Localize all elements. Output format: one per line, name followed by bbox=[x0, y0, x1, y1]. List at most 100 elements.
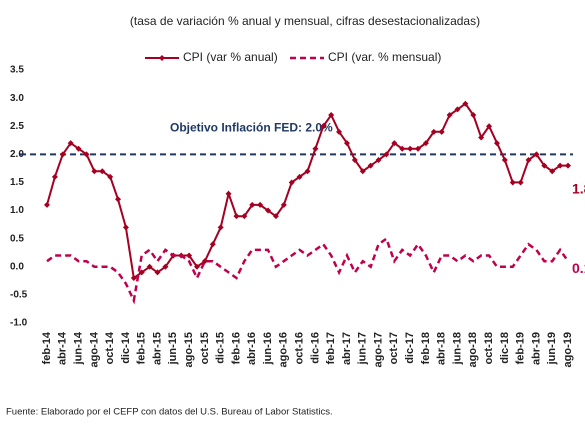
marker bbox=[288, 179, 295, 186]
series-line bbox=[46, 236, 570, 305]
x-tick-label: oct-18 bbox=[483, 332, 495, 364]
x-tick-label: dic-17 bbox=[404, 332, 416, 364]
legend-marker bbox=[159, 55, 165, 61]
x-tick-label: jun-16 bbox=[262, 332, 274, 365]
marker bbox=[375, 156, 382, 163]
marker bbox=[99, 168, 106, 175]
marker bbox=[304, 168, 311, 175]
marker bbox=[130, 275, 137, 282]
y-tick-label: 2.5 bbox=[10, 121, 24, 132]
marker bbox=[272, 213, 279, 220]
x-tick-label: ago-18 bbox=[467, 332, 479, 367]
marker bbox=[83, 151, 90, 158]
x-tick-label: oct-14 bbox=[104, 331, 116, 364]
marker bbox=[517, 179, 524, 186]
marker bbox=[470, 111, 477, 118]
y-tick-label: -0.5 bbox=[10, 290, 28, 301]
y-tick-label: 0.0 bbox=[10, 261, 24, 272]
marker bbox=[201, 258, 208, 265]
marker bbox=[478, 134, 485, 141]
marker bbox=[225, 190, 232, 197]
marker bbox=[312, 145, 319, 152]
x-tick-label: abr-15 bbox=[151, 332, 163, 365]
marker bbox=[107, 173, 114, 180]
marker bbox=[233, 213, 240, 220]
x-tick-label: abr-16 bbox=[246, 332, 258, 365]
y-tick-label: 1.5 bbox=[10, 177, 24, 188]
marker bbox=[67, 140, 74, 147]
marker bbox=[209, 241, 216, 248]
marker bbox=[44, 201, 50, 208]
x-tick-label: abr-19 bbox=[530, 332, 542, 365]
chart-title: (tasa de variación % anual y mensual, ci… bbox=[130, 14, 480, 28]
marker bbox=[415, 145, 422, 152]
end-label: 1.8 bbox=[572, 180, 585, 196]
marker bbox=[541, 162, 548, 169]
x-tick-label: jun-15 bbox=[167, 332, 179, 365]
marker bbox=[343, 140, 350, 147]
x-tick-label: dic-14 bbox=[120, 331, 132, 364]
marker bbox=[391, 140, 398, 147]
marker bbox=[217, 224, 224, 231]
marker bbox=[186, 252, 193, 259]
x-tick-label: jun-14 bbox=[72, 331, 84, 365]
x-tick-label: ago-19 bbox=[562, 332, 574, 367]
x-tick-label: abr-18 bbox=[436, 332, 448, 365]
x-tick-label: ago-14 bbox=[88, 331, 100, 367]
marker bbox=[486, 123, 493, 130]
marker bbox=[462, 100, 469, 107]
y-tick-label: 1.0 bbox=[10, 205, 24, 216]
marker bbox=[399, 145, 406, 152]
source-note: Fuente: Elaborado por el CEFP con datos … bbox=[6, 407, 333, 418]
x-tick-label: oct-15 bbox=[199, 332, 211, 364]
y-tick-label: 3.0 bbox=[10, 93, 24, 104]
marker bbox=[367, 162, 374, 169]
x-tick-label: jun-19 bbox=[546, 332, 558, 365]
legend-label: CPI (var % anual) bbox=[183, 50, 278, 64]
marker bbox=[193, 263, 200, 270]
target-label: Objetivo Inflación FED: 2.0% bbox=[170, 121, 333, 135]
x-tick-label: feb-18 bbox=[420, 332, 432, 364]
marker bbox=[122, 224, 129, 231]
x-tick-label: dic-16 bbox=[309, 332, 321, 364]
x-tick-label: ago-15 bbox=[183, 332, 195, 367]
x-tick-label: oct-17 bbox=[388, 332, 400, 364]
x-tick-label: jun-17 bbox=[357, 332, 369, 365]
y-tick-label: 3.5 bbox=[10, 65, 24, 76]
marker bbox=[265, 207, 272, 214]
marker bbox=[249, 201, 256, 208]
y-tick-label: -1.0 bbox=[10, 318, 28, 329]
end-label: 0.1 bbox=[572, 260, 585, 276]
x-tick-label: feb-15 bbox=[136, 332, 148, 364]
marker bbox=[422, 140, 429, 147]
marker bbox=[336, 128, 343, 135]
marker bbox=[557, 162, 564, 169]
marker bbox=[257, 201, 264, 208]
marker bbox=[91, 168, 98, 175]
x-tick-label: dic-18 bbox=[499, 332, 511, 364]
marker bbox=[493, 140, 500, 147]
marker bbox=[525, 156, 532, 163]
marker bbox=[75, 145, 82, 152]
y-tick-label: 2.0 bbox=[10, 149, 24, 160]
marker bbox=[296, 173, 303, 180]
x-tick-label: oct-16 bbox=[294, 332, 306, 364]
marker bbox=[383, 151, 390, 158]
x-tick-label: feb-14 bbox=[41, 331, 53, 364]
x-tick-label: abr-14 bbox=[57, 331, 69, 365]
x-tick-label: dic-15 bbox=[215, 332, 227, 364]
marker bbox=[328, 111, 335, 118]
marker bbox=[59, 151, 66, 158]
marker bbox=[241, 213, 248, 220]
marker bbox=[146, 263, 153, 270]
marker bbox=[438, 128, 445, 135]
marker bbox=[154, 269, 161, 276]
x-tick-label: ago-16 bbox=[278, 332, 290, 367]
marker bbox=[446, 111, 453, 118]
marker bbox=[162, 263, 169, 270]
x-tick-label: jun-18 bbox=[451, 332, 463, 365]
marker bbox=[549, 168, 556, 175]
marker bbox=[280, 201, 287, 208]
x-tick-label: abr-17 bbox=[341, 332, 353, 365]
